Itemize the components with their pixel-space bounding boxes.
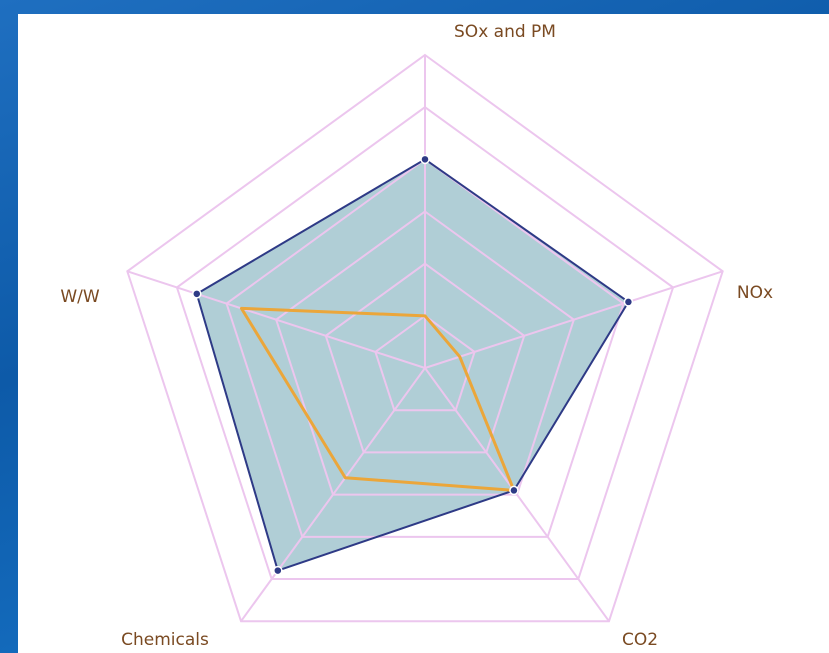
grid-ring: [324, 262, 526, 454]
spoke: [424, 367, 610, 622]
data-point: [509, 485, 519, 496]
category-label: W/W: [60, 287, 100, 307]
series-line: [239, 306, 516, 492]
category-label: SOx and PM: [454, 22, 556, 42]
category-label: Chemicals: [121, 630, 209, 650]
spoke: [424, 270, 723, 369]
data-point: [273, 565, 283, 576]
data-point: [420, 154, 430, 165]
grid-ring: [175, 105, 675, 581]
grid-ring: [225, 158, 625, 538]
grid-ring: [126, 53, 724, 623]
category-label: CO2: [622, 630, 658, 650]
data-point: [623, 297, 634, 307]
grid-ring: [274, 210, 576, 496]
grid-ring: [374, 314, 476, 412]
spoke: [240, 367, 426, 622]
spoke: [127, 270, 426, 369]
series-line: [195, 158, 630, 572]
data-point: [192, 289, 202, 299]
category-label: NOx: [737, 283, 773, 303]
